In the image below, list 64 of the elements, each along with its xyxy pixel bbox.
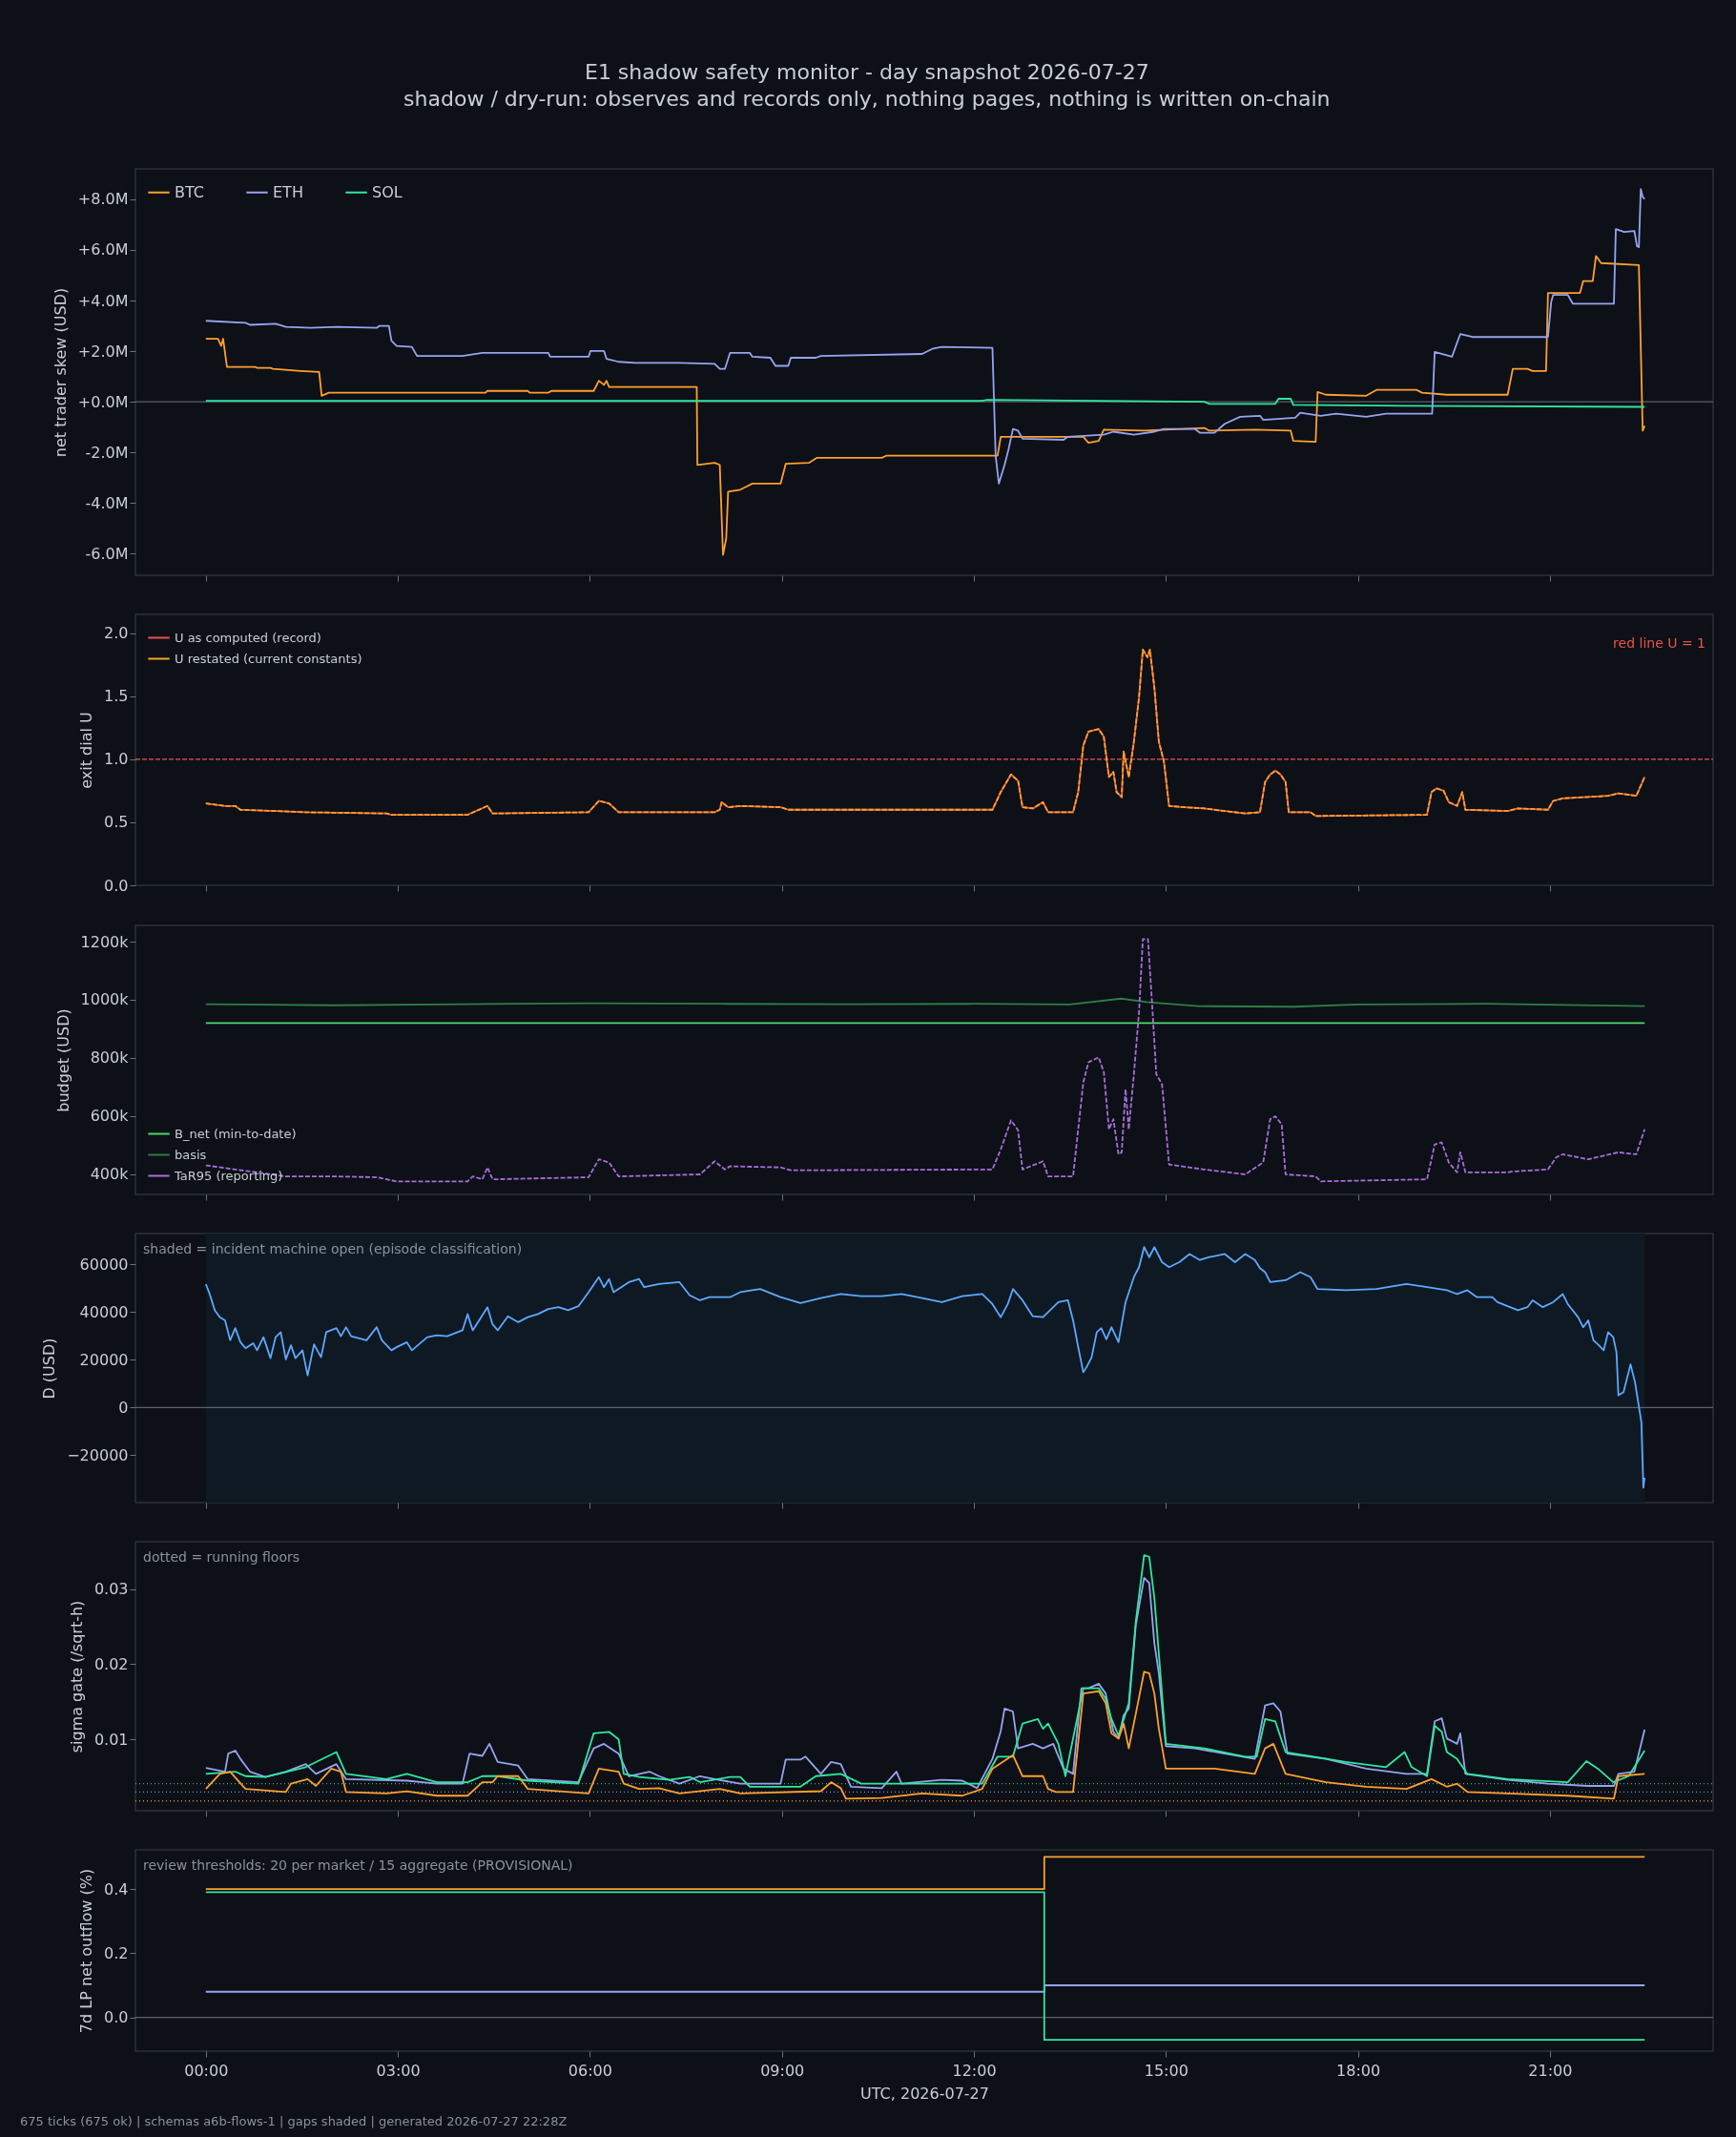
x-tick-label: 21:00	[1528, 2061, 1573, 2080]
line-series	[204, 1670, 1646, 1800]
y-tick-label: +6.0M	[77, 240, 129, 259]
line-series	[204, 255, 1646, 556]
y-tick-label: 600k	[90, 1107, 130, 1126]
annotation: review thresholds: 20 per market / 15 aggregate (PROVISIONAL)	[143, 1857, 573, 1873]
y-tick-label: −20000	[67, 1445, 129, 1464]
y-axis-title: 7d LP net outflow (%)	[77, 1868, 96, 2034]
y-tick-label: 0.03	[93, 1580, 129, 1599]
legend-label: ETH	[273, 182, 303, 201]
y-axis-title: D (USD)	[40, 1338, 59, 1400]
legend-label: U as computed (record)	[175, 630, 321, 645]
y-tick-label: +8.0M	[77, 190, 129, 209]
y-tick-label: 0.0	[104, 876, 129, 895]
chart-title: E1 shadow safety monitor - day snapshot 2026-07-27	[584, 60, 1149, 85]
y-tick-label: 1200k	[80, 932, 130, 951]
line-series	[204, 997, 1646, 1008]
x-axis-title: UTC, 2026-07-27	[860, 2084, 989, 2103]
y-tick-label: 0	[118, 1398, 129, 1417]
y-tick-label: 1.0	[104, 750, 129, 769]
y-tick-label: 0.2	[104, 1943, 129, 1962]
y-tick-label: 0.0	[104, 2008, 129, 2027]
legend-label: TaR95 (reporting)	[174, 1168, 283, 1183]
y-tick-label: -4.0M	[85, 493, 129, 512]
y-tick-label: 2.0	[104, 624, 129, 643]
x-tick-label: 09:00	[760, 2061, 805, 2080]
y-tick-label: +2.0M	[77, 342, 129, 361]
x-tick-label: 06:00	[568, 2061, 612, 2080]
y-tick-label: +0.0M	[77, 392, 129, 411]
y-tick-label: 0.5	[104, 813, 129, 832]
legend-label: U restated (current constants)	[175, 651, 362, 666]
y-tick-label: 0.4	[104, 1879, 129, 1898]
y-tick-label: 1.5	[104, 687, 129, 706]
y-tick-label: 60000	[79, 1255, 129, 1274]
x-tick-label: 03:00	[376, 2061, 421, 2080]
x-tick-label: 18:00	[1336, 2061, 1381, 2080]
y-axis-title: net trader skew (USD)	[51, 287, 70, 458]
ref-line-label: red line U = 1	[1613, 635, 1705, 651]
legend-label: SOL	[372, 182, 403, 201]
x-tick-label: 00:00	[184, 2061, 229, 2080]
y-tick-label: 0.01	[93, 1730, 129, 1749]
y-tick-label: +4.0M	[77, 291, 129, 310]
line-series	[204, 188, 1646, 485]
y-axis-title: sigma gate (/sqrt-h)	[67, 1600, 86, 1753]
y-tick-label: 20000	[79, 1350, 129, 1369]
x-tick-label: 15:00	[1144, 2061, 1188, 2080]
x-tick-label: 12:00	[952, 2061, 997, 2080]
annotation: dotted = running floors	[143, 1549, 300, 1565]
y-tick-label: -2.0M	[85, 443, 129, 462]
band-label: shaded = incident machine open (episode classification)	[143, 1241, 523, 1256]
y-tick-label: 40000	[79, 1302, 129, 1321]
y-tick-label: -6.0M	[85, 544, 129, 563]
y-tick-label: 400k	[90, 1165, 130, 1184]
legend-label: basis	[175, 1147, 207, 1162]
legend-label: BTC	[175, 182, 204, 201]
text: 675 ticks (675 ok) | schemas a6b-flows-1 | gaps shaded | generated 2026-07-27 22:28Z	[20, 2114, 568, 2128]
y-axis-title: budget (USD)	[53, 1008, 72, 1112]
y-tick-label: 1000k	[80, 990, 130, 1009]
line-series	[204, 398, 1646, 408]
y-tick-label: 800k	[90, 1048, 130, 1068]
y-tick-label: 0.02	[93, 1654, 129, 1673]
y-axis-title: exit dial U	[77, 712, 96, 789]
chart-subtitle: shadow / dry-run: observes and records only, nothing pages, nothing is written on-chain	[403, 87, 1331, 112]
legend-label: B_net (min-to-date)	[175, 1126, 297, 1141]
